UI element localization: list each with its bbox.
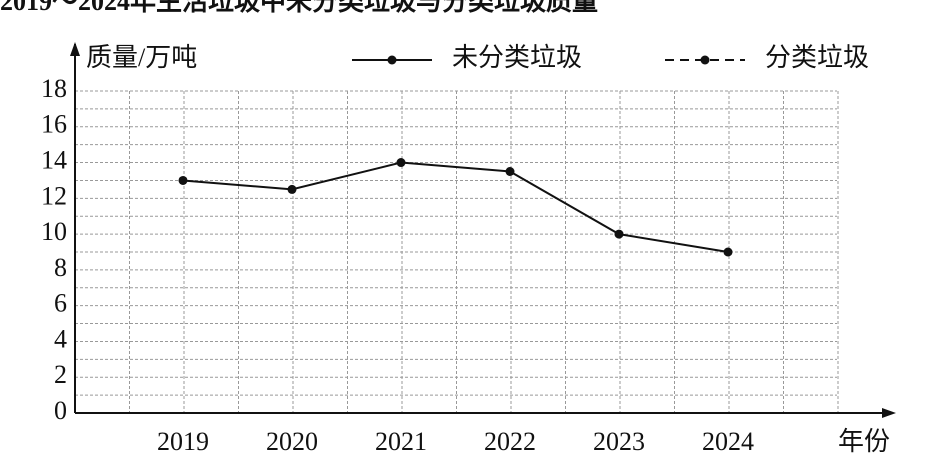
y-tick-label: 2 (54, 360, 67, 389)
data-point (287, 184, 297, 194)
legend-marker (387, 55, 397, 65)
data-point (505, 167, 515, 176)
x-axis-label: 年份 (838, 427, 890, 456)
legend-label: 分类垃圾 (765, 43, 869, 72)
x-tick-label: 2022 (484, 427, 536, 456)
data-point (178, 175, 188, 185)
y-tick-label: 6 (54, 289, 67, 318)
y-tick-label: 0 (54, 396, 67, 425)
y-tick-label: 16 (41, 110, 67, 139)
x-tick-label: 2020 (266, 427, 318, 456)
y-tick-label: 18 (41, 74, 67, 103)
y-tick-label: 14 (41, 146, 67, 175)
x-tick-label: 2023 (593, 427, 645, 456)
x-axis-arrow (882, 408, 896, 418)
x-tick-label: 2019 (157, 427, 209, 456)
y-tick-label: 12 (41, 181, 67, 210)
legend-marker (700, 55, 710, 65)
y-tick-label: 8 (54, 253, 67, 282)
y-axis-arrow (70, 42, 80, 56)
y-tick-label: 4 (54, 324, 67, 353)
x-tick-label: 2021 (375, 427, 427, 456)
data-point (614, 229, 624, 239)
legend-label: 未分类垃圾 (452, 43, 582, 72)
series-line (182, 161, 729, 253)
x-tick-label: 2024 (702, 427, 754, 456)
data-point (723, 247, 733, 257)
chart-title: 2019～2024年生活垃圾中未分类垃圾与分类垃圾质量 (0, 0, 598, 16)
y-tick-label: 10 (41, 217, 67, 246)
data-point (396, 158, 406, 168)
y-axis-label: 质量/万吨 (86, 43, 197, 72)
